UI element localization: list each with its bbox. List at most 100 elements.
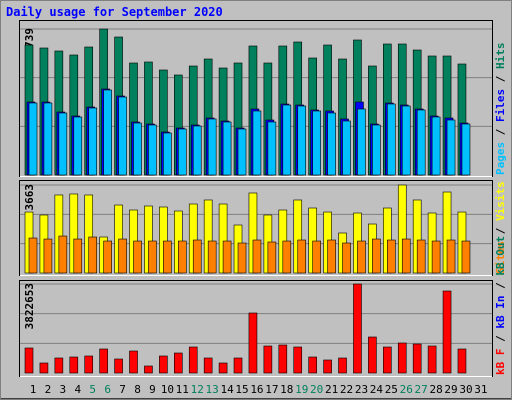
- x-tick-label: 28: [429, 383, 442, 396]
- legend: kB F / kB In / kB Out: [494, 236, 507, 375]
- legend-entry: kB Out: [494, 236, 507, 276]
- bar: [387, 103, 396, 176]
- legend: Pages / Files / Hits: [494, 43, 507, 176]
- legend: Sites / Visits: [494, 181, 507, 274]
- legend-separator: /: [494, 69, 507, 89]
- bar: [84, 355, 94, 374]
- x-tick-label: 17: [265, 383, 278, 396]
- bar: [267, 241, 277, 274]
- bar: [278, 344, 288, 374]
- bar: [28, 237, 38, 274]
- bar: [88, 236, 98, 274]
- x-tick-label: 10: [161, 383, 174, 396]
- bar: [178, 128, 187, 176]
- bar: [43, 102, 53, 176]
- bar: [267, 121, 277, 176]
- x-tick-label: 8: [134, 383, 141, 396]
- bar: [39, 362, 49, 374]
- x-tick-label: 24: [370, 383, 384, 396]
- bar: [148, 240, 157, 274]
- bar: [297, 239, 307, 274]
- x-tick-label: 13: [206, 383, 219, 396]
- legend-separator: /: [494, 122, 507, 142]
- bar: [163, 132, 172, 176]
- x-tick-label: 11: [176, 383, 189, 396]
- bar: [412, 343, 422, 374]
- bar: [222, 121, 232, 176]
- bar: [372, 124, 381, 176]
- bar: [58, 112, 68, 176]
- legend-entry: Files: [494, 89, 507, 122]
- x-tick-label: 3: [60, 383, 67, 396]
- bar: [357, 240, 366, 274]
- bar: [297, 105, 307, 176]
- bar: [252, 239, 262, 274]
- x-tick-label: 21: [325, 383, 338, 396]
- legend-entry: Hits: [494, 43, 507, 70]
- bar: [342, 120, 351, 176]
- y-tick-label: 3822653: [23, 283, 36, 329]
- x-tick-label: 26: [400, 383, 413, 396]
- bar: [118, 238, 127, 274]
- x-tick-label: 12: [191, 383, 204, 396]
- bar: [163, 240, 172, 274]
- x-tick-label: 29: [444, 383, 457, 396]
- bar: [442, 290, 452, 374]
- legend-separator: /: [494, 276, 507, 296]
- bar: [133, 240, 142, 274]
- bar: [342, 242, 351, 274]
- chart-title: Daily usage for September 2020: [6, 5, 223, 19]
- bar: [461, 240, 471, 274]
- bar: [203, 357, 213, 374]
- bar: [357, 108, 366, 176]
- bar: [88, 107, 98, 176]
- bar: [192, 125, 202, 176]
- x-tick-label: 1: [30, 383, 37, 396]
- bar: [237, 128, 247, 176]
- bar: [133, 122, 142, 176]
- bar: [69, 356, 79, 374]
- legend-separator: /: [494, 221, 507, 241]
- bar: [188, 346, 198, 374]
- bar: [233, 357, 243, 374]
- bar: [54, 357, 64, 374]
- bar: [446, 239, 456, 274]
- bar: [174, 352, 183, 374]
- bar: [353, 283, 362, 374]
- bar: [73, 116, 83, 176]
- bar: [28, 102, 38, 176]
- bar: [401, 105, 411, 176]
- bar: [431, 116, 441, 176]
- bar: [312, 240, 321, 274]
- x-tick-label: 15: [235, 383, 248, 396]
- bar: [368, 336, 377, 374]
- bar: [446, 119, 456, 176]
- bar: [159, 355, 168, 374]
- bar: [431, 240, 441, 274]
- x-tick-label: 23: [355, 383, 368, 396]
- legend-entry: Visits: [494, 181, 507, 221]
- x-tick-label: 31: [474, 383, 487, 396]
- bar: [416, 109, 426, 176]
- x-tick-label: 25: [385, 383, 398, 396]
- bar: [192, 239, 202, 274]
- bar: [99, 348, 108, 374]
- x-tick-label: 2: [45, 383, 52, 396]
- bar: [118, 96, 127, 176]
- bar: [416, 239, 426, 274]
- bar: [207, 118, 217, 176]
- y-tick-label: 3663: [23, 184, 36, 211]
- bar: [282, 104, 292, 176]
- bar: [252, 110, 262, 176]
- x-tick-label: 19: [295, 383, 308, 396]
- bar: [24, 347, 34, 374]
- bar: [327, 239, 336, 274]
- bar: [144, 365, 153, 374]
- x-tick-label: 16: [250, 383, 263, 396]
- bar: [397, 342, 407, 374]
- x-tick-label: 20: [310, 383, 323, 396]
- x-tick-label: 4: [74, 383, 81, 396]
- bar: [457, 348, 467, 374]
- bar: [114, 358, 123, 374]
- bar: [387, 239, 396, 274]
